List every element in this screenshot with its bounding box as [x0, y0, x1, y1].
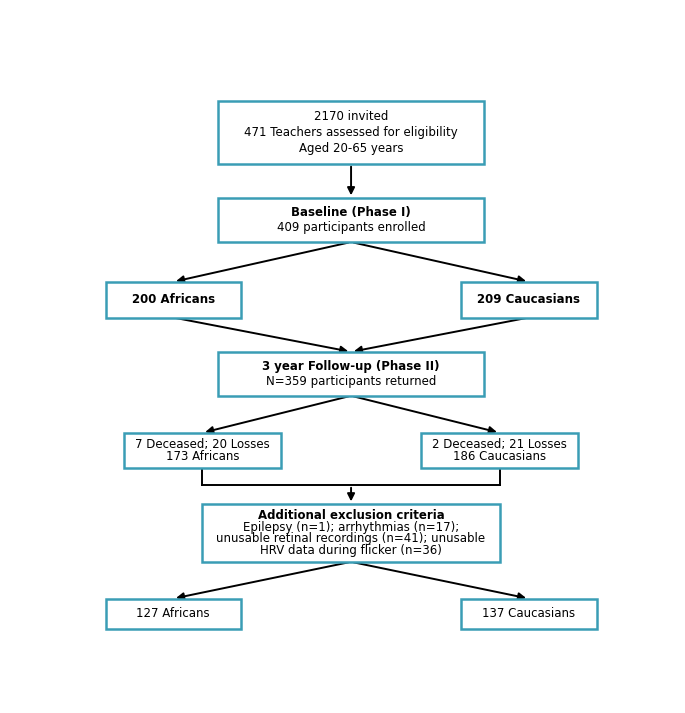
Text: 186 Caucasians: 186 Caucasians	[453, 450, 546, 463]
Text: Epilepsy (n=1); arrhythmias (n=17);: Epilepsy (n=1); arrhythmias (n=17);	[243, 520, 459, 534]
Text: Aged 20-65 years: Aged 20-65 years	[299, 141, 403, 155]
FancyBboxPatch shape	[219, 101, 484, 164]
Text: 7 Deceased; 20 Losses: 7 Deceased; 20 Losses	[135, 438, 270, 451]
FancyBboxPatch shape	[421, 433, 578, 468]
FancyBboxPatch shape	[219, 198, 484, 242]
Text: 2170 invited: 2170 invited	[314, 110, 388, 123]
Text: 471 Teachers assessed for eligibility: 471 Teachers assessed for eligibility	[244, 125, 458, 139]
FancyBboxPatch shape	[461, 282, 597, 317]
Text: 409 participants enrolled: 409 participants enrolled	[277, 221, 425, 234]
FancyBboxPatch shape	[219, 352, 484, 396]
FancyBboxPatch shape	[203, 504, 500, 562]
Text: unusable retinal recordings (n=41); unusable: unusable retinal recordings (n=41); unus…	[216, 533, 486, 545]
FancyBboxPatch shape	[105, 282, 241, 317]
Text: 137 Caucasians: 137 Caucasians	[482, 607, 575, 620]
Text: 3 year Follow-up (Phase II): 3 year Follow-up (Phase II)	[262, 360, 440, 373]
Text: 209 Caucasians: 209 Caucasians	[477, 293, 580, 306]
Text: N=359 participants returned: N=359 participants returned	[266, 374, 436, 388]
Text: HRV data during flicker (n=36): HRV data during flicker (n=36)	[260, 544, 442, 557]
FancyBboxPatch shape	[461, 599, 597, 629]
Text: 200 Africans: 200 Africans	[132, 293, 215, 306]
FancyBboxPatch shape	[105, 599, 241, 629]
FancyBboxPatch shape	[124, 433, 281, 468]
Text: 2 Deceased; 21 Losses: 2 Deceased; 21 Losses	[432, 438, 567, 451]
Text: Additional exclusion criteria: Additional exclusion criteria	[258, 509, 445, 522]
Text: 127 Africans: 127 Africans	[136, 607, 210, 620]
Text: 173 Africans: 173 Africans	[166, 450, 239, 463]
Text: Baseline (Phase I): Baseline (Phase I)	[291, 206, 411, 219]
